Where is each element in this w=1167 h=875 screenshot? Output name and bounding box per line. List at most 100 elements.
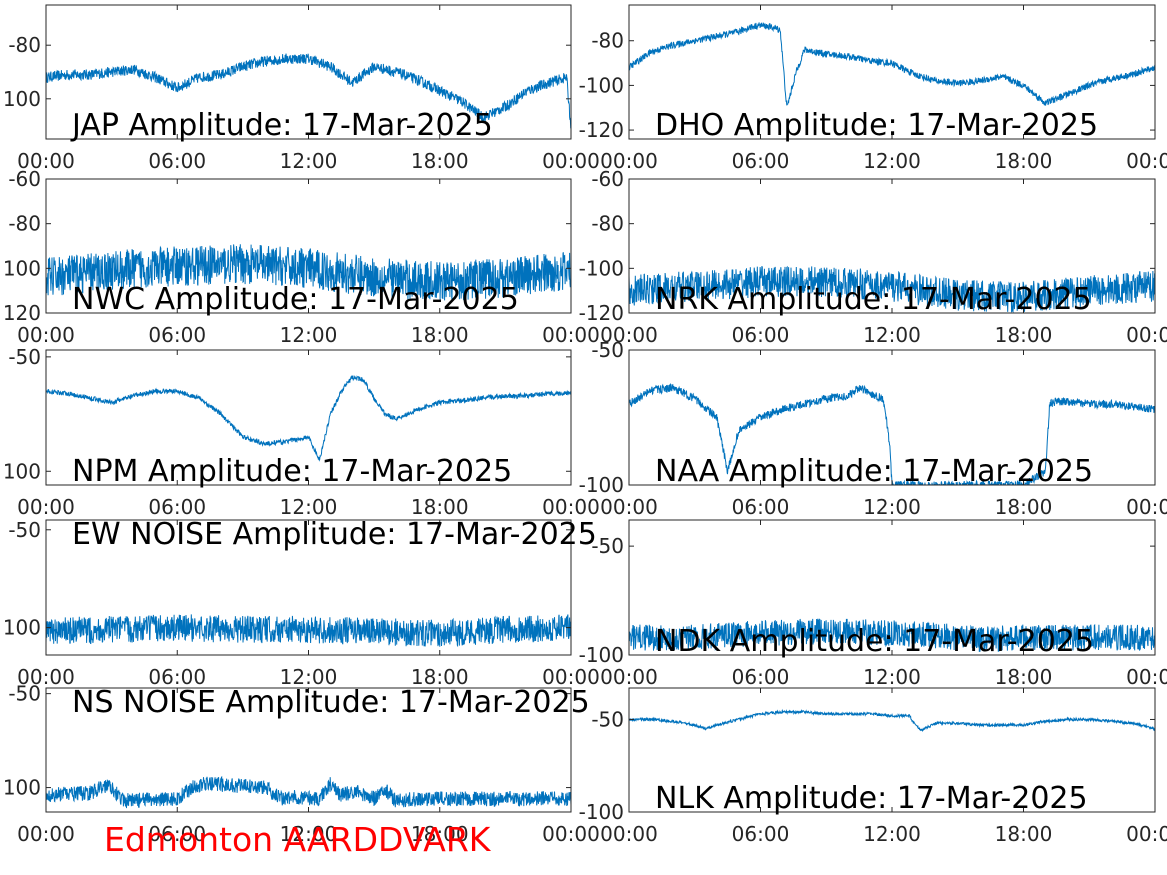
series-line <box>629 22 1155 106</box>
x-tick-label: 12:00 <box>280 495 338 519</box>
x-tick-label: 06:00 <box>148 323 206 347</box>
y-tick-label: -120 <box>579 118 624 142</box>
x-tick-label: 12:00 <box>280 822 338 846</box>
y-tick-label: -100 <box>579 800 624 824</box>
y-tick-label: -50 <box>591 534 624 558</box>
x-tick-label: 18:00 <box>411 495 469 519</box>
x-tick-label: 18:00 <box>411 323 469 347</box>
series-line <box>629 265 1155 313</box>
y-tick-label: -50 <box>8 345 41 369</box>
x-tick-label: 00:00 <box>600 323 658 347</box>
panel-title: NLK Amplitude: 17-Mar-2025 <box>655 781 1088 816</box>
x-tick-label: 00:00 <box>600 495 658 519</box>
panel-0: 00:00 06:00 12:00 18:00 00:00 -80 100 JAP Ampli… <box>3 4 600 173</box>
x-tick-label: 12:00 <box>863 822 921 846</box>
x-tick-label: 12:00 <box>863 149 921 173</box>
y-tick-label: -60 <box>8 167 41 191</box>
x-tick-label: 00:00 <box>17 149 75 173</box>
series-line <box>46 244 571 301</box>
y-tick-label: -100 <box>579 73 624 97</box>
x-tick-label: 00:00 <box>542 822 600 846</box>
series-line <box>629 708 1155 732</box>
x-tick-label: 00:00 <box>17 495 75 519</box>
panel-2: 00:00 06:00 12:00 18:00 00:00 -60 -80 100 120 NWC… <box>3 167 600 347</box>
panel-title: JAP Amplitude: 17-Mar-2025 <box>70 108 493 143</box>
x-tick-label: 00:00 <box>1126 149 1167 173</box>
x-tick-label: 18:00 <box>411 149 469 173</box>
x-tick-label: 12:00 <box>280 323 338 347</box>
x-tick-label: 06:00 <box>148 665 206 689</box>
y-tick-label: 120 <box>3 301 41 325</box>
x-tick-label: 06:00 <box>148 495 206 519</box>
x-tick-label: 00:00 <box>542 323 600 347</box>
x-tick-label: 06:00 <box>148 822 206 846</box>
panel-title: NPM Amplitude: 17-Mar-2025 <box>72 454 512 489</box>
y-tick-label: -80 <box>591 212 624 236</box>
x-tick-label: 18:00 <box>995 323 1053 347</box>
x-tick-label: 18:00 <box>411 822 469 846</box>
x-tick-label: 12:00 <box>863 665 921 689</box>
x-tick-label: 12:00 <box>863 495 921 519</box>
y-tick-label: -100 <box>579 256 624 280</box>
y-tick-label: 100 <box>3 459 41 483</box>
panel-9: 00:00 06:00 12:00 18:00 00:00 -50 -100 NLK Ampl… <box>579 687 1167 846</box>
panel-6: 00:00 06:00 12:00 18:00 00:00 -50 100 EW NOISE … <box>3 517 600 689</box>
y-tick-label: -50 <box>8 682 41 706</box>
x-tick-label: 00:00 <box>600 149 658 173</box>
y-tick-label: -50 <box>591 338 624 362</box>
series-line <box>46 614 571 648</box>
panel-title: NS NOISE Amplitude: 17-Mar-2025 <box>72 685 590 720</box>
series-line <box>46 775 571 809</box>
x-tick-label: 00:00 <box>600 665 658 689</box>
panel-8: 00:00 06:00 12:00 18:00 00:00 -50 100 NS NOISE … <box>3 682 600 846</box>
x-tick-label: 00:00 <box>1126 665 1167 689</box>
x-tick-label: 18:00 <box>995 665 1053 689</box>
x-tick-label: 00:00 <box>17 323 75 347</box>
panel-3: 00:00 06:00 12:00 18:00 00:00 -60 -80 -100 -120 N… <box>579 167 1167 347</box>
panel-title: NDK Amplitude: 17-Mar-2025 <box>655 624 1094 659</box>
x-tick-label: 00:00 <box>1126 323 1167 347</box>
x-tick-label: 00:00 <box>1126 822 1167 846</box>
series-line <box>46 53 571 129</box>
y-tick-label: -100 <box>579 643 624 667</box>
series-line <box>629 618 1155 652</box>
x-tick-label: 12:00 <box>280 665 338 689</box>
y-tick-label: -50 <box>8 518 41 542</box>
x-tick-label: 00:00 <box>542 665 600 689</box>
x-tick-label: 00:00 <box>542 495 600 519</box>
panel-title: NRK Amplitude: 17-Mar-2025 <box>655 282 1092 317</box>
x-tick-label: 00:00 <box>1126 495 1167 519</box>
y-tick-label: 100 <box>3 776 41 800</box>
panel-1: 00:00 06:00 12:00 18:00 00:00 -80 -100 -120 DHO … <box>579 4 1167 173</box>
x-tick-label: 18:00 <box>995 822 1053 846</box>
x-tick-label: 06:00 <box>732 665 790 689</box>
x-tick-label: 00:00 <box>17 822 75 846</box>
x-tick-label: 00:00 <box>600 822 658 846</box>
x-tick-label: 06:00 <box>148 149 206 173</box>
x-tick-label: 06:00 <box>732 323 790 347</box>
y-tick-label: -120 <box>579 301 624 325</box>
panel-4: 00:00 06:00 12:00 18:00 00:00 -50 100 NPM Ampli… <box>3 345 600 519</box>
y-tick-label: 100 <box>3 87 41 111</box>
y-tick-label: 100 <box>3 256 41 280</box>
y-tick-label: 100 <box>3 616 41 640</box>
x-tick-label: 18:00 <box>411 665 469 689</box>
x-tick-label: 12:00 <box>280 149 338 173</box>
y-tick-label: -60 <box>591 167 624 191</box>
x-tick-label: 00:00 <box>17 665 75 689</box>
y-tick-label: -80 <box>8 33 41 57</box>
x-tick-label: 00:00 <box>542 149 600 173</box>
x-tick-label: 18:00 <box>995 149 1053 173</box>
y-tick-label: -80 <box>591 29 624 53</box>
panel-title: NAA Amplitude: 17-Mar-2025 <box>655 454 1093 489</box>
x-tick-label: 06:00 <box>732 822 790 846</box>
panel-title: NWC Amplitude: 17-Mar-2025 <box>72 282 519 317</box>
x-tick-label: 18:00 <box>995 495 1053 519</box>
series-line <box>46 375 571 462</box>
x-tick-label: 06:00 <box>732 495 790 519</box>
panel-title: EW NOISE Amplitude: 17-Mar-2025 <box>72 517 597 552</box>
panel-title: DHO Amplitude: 17-Mar-2025 <box>655 108 1098 143</box>
y-tick-label: -50 <box>591 707 624 731</box>
x-tick-label: 06:00 <box>732 149 790 173</box>
